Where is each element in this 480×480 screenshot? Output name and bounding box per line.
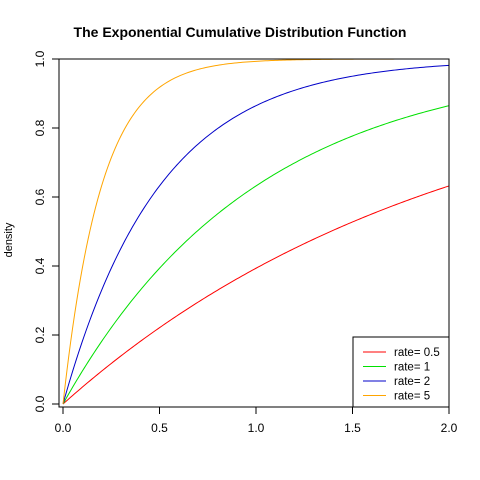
series-line-2 (62, 105, 450, 405)
series-line-1 (62, 185, 450, 405)
y-tick-label: 0.2 (33, 326, 47, 343)
legend-label: rate= 0.5 (394, 347, 440, 359)
series-line-3 (62, 64, 450, 405)
legend: rate= 0.5 rate= 1 rate= 2 rate= 5 (352, 336, 450, 408)
y-tick-label: 0.4 (33, 257, 47, 274)
x-axis: 0.0 0.5 1.0 1.5 2.0 (55, 407, 458, 435)
y-axis-label: density (3, 222, 15, 257)
x-tick-label: 0.5 (151, 421, 168, 435)
x-tick-label: 0.0 (55, 421, 72, 435)
x-tick-label: 1.0 (248, 421, 265, 435)
legend-label: rate= 1 (394, 362, 430, 374)
x-tick-label: 1.5 (344, 421, 361, 435)
legend-label: rate= 2 (394, 376, 430, 388)
y-tick-label: 0.8 (33, 119, 47, 136)
legend-label: rate= 5 (394, 391, 430, 403)
chart-title: The Exponential Cumulative Distribution … (74, 24, 407, 40)
y-tick-label: 0.6 (33, 188, 47, 205)
y-tick-label: 0.0 (33, 395, 47, 412)
y-axis: 0.0 0.2 0.4 0.6 0.8 1.0 (33, 50, 59, 412)
plot-frame (58, 58, 450, 408)
y-tick-label: 1.0 (33, 50, 47, 67)
legend-box (352, 336, 450, 408)
x-tick-label: 2.0 (441, 421, 458, 435)
